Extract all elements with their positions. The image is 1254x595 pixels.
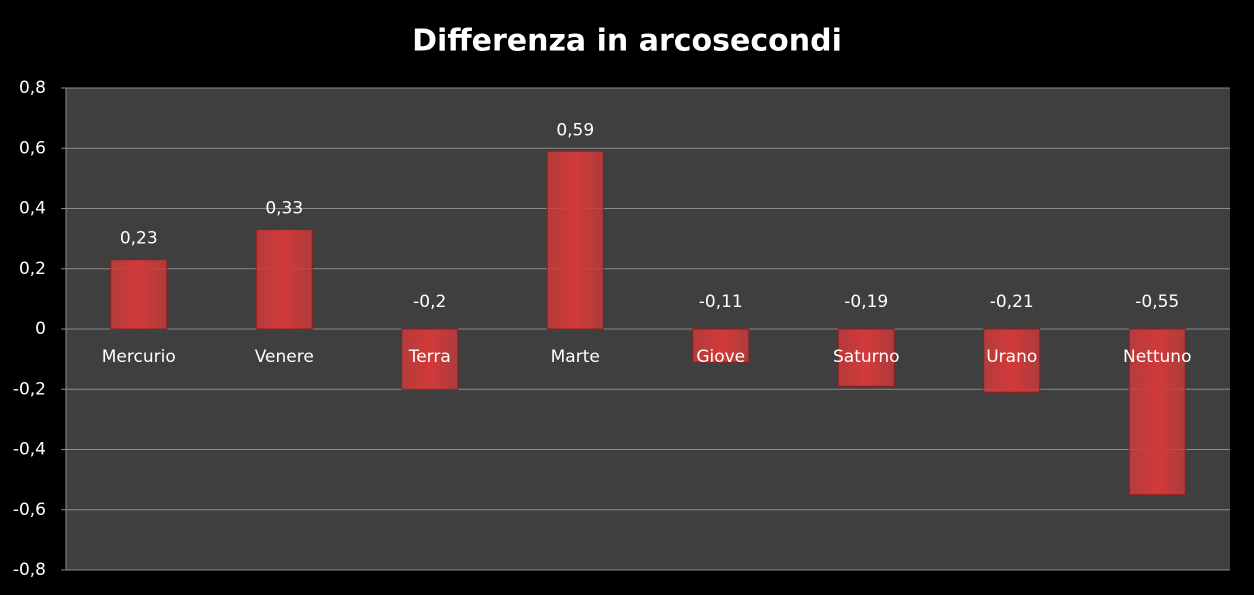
x-tick-label: Giove xyxy=(696,347,745,367)
bar xyxy=(546,150,604,330)
value-label: -0,21 xyxy=(990,292,1034,312)
y-tick-label: 0,4 xyxy=(19,199,46,219)
x-tick-label: Nettuno xyxy=(1123,347,1191,367)
value-label: 0,23 xyxy=(120,229,158,249)
y-tick-label: -0,6 xyxy=(13,500,46,520)
bar xyxy=(255,229,313,330)
y-tick-label: 0 xyxy=(35,319,46,339)
value-label: 0,33 xyxy=(265,199,303,219)
chart-title: Differenza in arcosecondi xyxy=(412,24,842,59)
x-tick-label: Venere xyxy=(255,347,314,367)
y-tick-label: -0,2 xyxy=(13,379,46,399)
value-label: 0,59 xyxy=(556,120,594,140)
bar xyxy=(837,328,895,387)
x-tick-label: Urano xyxy=(986,347,1037,367)
value-label: -0,19 xyxy=(844,292,888,312)
y-tick-label: 0,2 xyxy=(19,259,46,279)
y-tick-label: 0,6 xyxy=(19,138,46,158)
bar xyxy=(1128,328,1186,496)
x-tick-label: Mercurio xyxy=(102,347,176,367)
bar xyxy=(110,259,168,330)
x-tick-label: Marte xyxy=(551,347,600,367)
x-tick-label: Saturno xyxy=(833,347,900,367)
y-tick-label: -0,8 xyxy=(13,560,46,580)
x-tick-label: Terra xyxy=(408,347,451,367)
value-label: -0,11 xyxy=(699,292,743,312)
bar xyxy=(692,328,750,363)
value-label: -0,55 xyxy=(1135,292,1179,312)
y-tick-label: -0,4 xyxy=(13,440,46,460)
value-label: -0,2 xyxy=(413,292,446,312)
y-tick-label: 0,8 xyxy=(19,78,46,98)
bar xyxy=(983,328,1041,393)
bar xyxy=(401,328,459,390)
